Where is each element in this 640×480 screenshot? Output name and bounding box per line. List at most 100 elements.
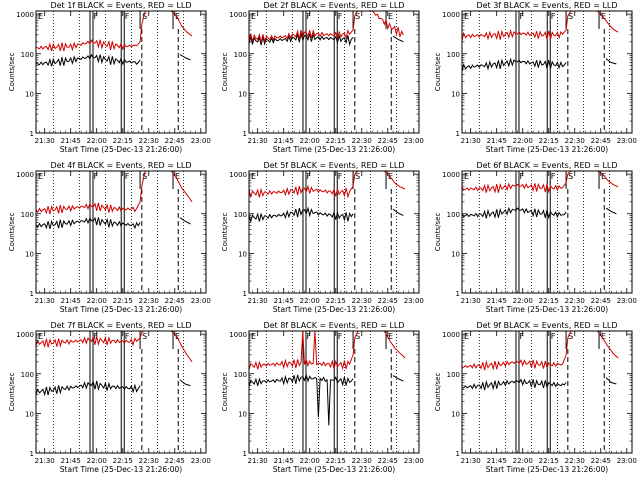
marker-label: E [175,12,180,21]
x-tick-label: 21:30 [461,297,481,305]
y-tick-label: 100 [21,51,34,59]
x-tick-label: 21:45 [274,137,294,145]
x-tick-label: 22:15 [326,457,346,465]
marker-label: E [601,172,606,181]
y-tick-label: 1 [243,130,247,138]
x-tick-label: 22:00 [300,297,320,305]
x-tick-label: 23:00 [404,457,424,465]
x-tick-label: 23:00 [191,137,211,145]
panel-title: Det 2f BLACK = Events, RED = LLD [263,1,404,10]
x-tick-label: 23:00 [404,137,424,145]
y-axis-label: Counts/sec [434,53,442,92]
x-tick-label: 22:30 [352,297,372,305]
plot-frame [461,10,633,134]
marker-label: E [251,332,256,341]
marker-label: E [464,172,469,181]
plot-frame [461,330,633,454]
y-tick-label: 100 [447,51,460,59]
plot-frame [248,330,420,454]
y-tick-label: 1 [30,130,34,138]
y-tick-label: 100 [234,211,247,219]
y-tick-label: 1 [30,450,34,458]
y-tick-label: 100 [21,211,34,219]
marker-label: E [601,12,606,21]
x-tick-label: 22:00 [513,297,533,305]
marker-label: E [38,172,43,181]
x-tick-label: 21:45 [487,457,507,465]
x-tick-label: 21:45 [274,297,294,305]
series-events-line [35,379,141,397]
x-tick-label: 21:45 [274,457,294,465]
x-tick-label: 22:15 [113,137,133,145]
x-tick-label: 22:15 [539,457,559,465]
marker-label: F [520,332,525,341]
panel-title: Det 3f BLACK = Events, RED = LLD [476,1,617,10]
marker-label: S [355,332,360,341]
y-tick-label: 1000 [16,171,34,179]
y-tick-label: 1 [243,450,247,458]
marker-label: E [601,332,606,341]
y-tick-label: 10 [25,410,34,418]
y-axis-label: Counts/sec [221,213,229,252]
x-tick-label: 22:15 [113,297,133,305]
x-axis-label: Start Time (25-Dec-13 21:26:00) [486,145,608,154]
panel-det-1f: Det 1f BLACK = Events, RED = LLD E F F S E 1 10… [8,1,211,154]
marker-label: E [251,12,256,21]
y-tick-label: 100 [234,51,247,59]
marker-label: F [125,172,130,181]
marker-label: F [338,172,343,181]
marker-label: S [142,172,147,181]
marker-label: F [125,332,130,341]
x-tick-label: 21:30 [35,457,55,465]
y-axis-label: Counts/sec [434,373,442,412]
y-tick-label: 1 [456,130,460,138]
panel-det-6f: Det 6f BLACK = Events, RED = LLD E F F S E 1 10… [434,161,637,314]
series-lld-line [35,170,146,215]
y-tick-label: 1000 [229,331,247,339]
marker-label: S [142,332,147,341]
plot-frame [35,170,207,294]
y-tick-label: 100 [447,371,460,379]
marker-label: E [464,332,469,341]
x-tick-label: 22:00 [513,457,533,465]
panel-title: Det 4f BLACK = Events, RED = LLD [50,161,191,170]
series-events-line [461,57,567,72]
x-tick-label: 22:45 [165,457,185,465]
series-lld-line [35,330,146,349]
plot-frame [248,170,420,294]
y-axis-label: Counts/sec [434,213,442,252]
x-tick-label: 22:30 [352,137,372,145]
x-tick-label: 23:00 [617,137,637,145]
x-tick-label: 22:30 [565,457,585,465]
marker-label: S [142,12,147,21]
marker-label: S [355,172,360,181]
y-tick-label: 1000 [442,11,460,19]
series-events-line [392,208,404,217]
series-events-line [461,206,567,220]
marker-label: F [307,332,312,341]
x-tick-label: 22:00 [513,137,533,145]
series-events-line [462,378,567,391]
series-lld-line [248,170,359,199]
series-lld-line [248,330,359,371]
plot-frame [248,10,420,134]
y-axis-label: Counts/sec [221,53,229,92]
series-events-line [392,375,404,382]
marker-label: E [464,12,469,21]
plot-frame [35,330,207,454]
y-tick-label: 1 [30,290,34,298]
panel-title: Det 1f BLACK = Events, RED = LLD [50,1,191,10]
x-axis-label: Start Time (25-Dec-13 21:26:00) [60,145,182,154]
series-events-line [35,216,141,230]
marker-label: F [338,332,343,341]
marker-label: E [388,172,393,181]
x-tick-label: 22:15 [113,457,133,465]
x-tick-label: 22:45 [591,457,611,465]
plot-frame [461,170,633,294]
y-tick-label: 10 [451,250,460,258]
y-tick-label: 10 [238,250,247,258]
panel-title: Det 9f BLACK = Events, RED = LLD [476,321,617,330]
series-events-line [179,379,191,387]
y-tick-label: 1 [243,290,247,298]
